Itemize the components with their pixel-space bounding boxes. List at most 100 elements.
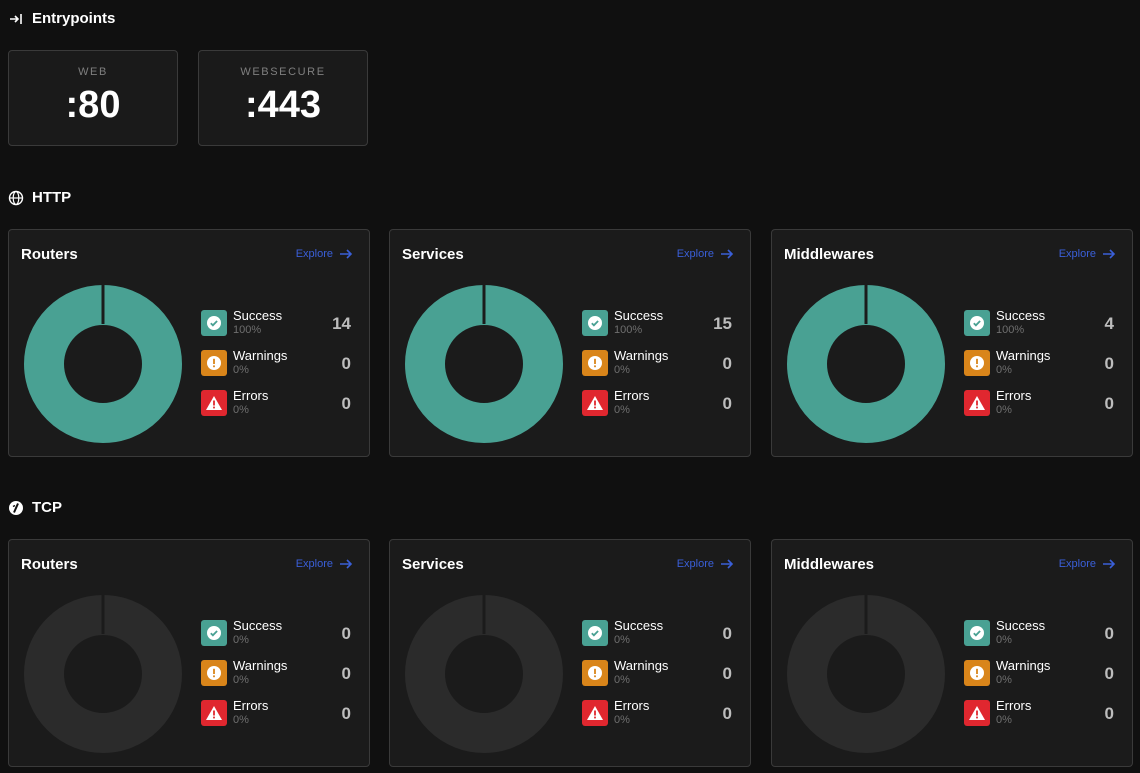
explore-link[interactable]: Explore — [1059, 558, 1116, 570]
explore-label: Explore — [1058, 248, 1096, 260]
explore-link[interactable]: Explore — [677, 248, 734, 260]
legend-count: 0 — [1104, 704, 1114, 723]
legend-count: 0 — [722, 704, 732, 723]
arrow-right-icon — [721, 249, 734, 259]
tcp-icon — [8, 500, 24, 516]
legend-label: Warnings — [996, 658, 1051, 673]
legend-percent: 0% — [614, 404, 630, 416]
legend-success: Success 0% 0 — [201, 618, 351, 650]
entrypoint-card-web[interactable]: WEB :80 — [8, 50, 178, 146]
legend-label: Errors — [614, 388, 650, 403]
status-donut-chart — [24, 594, 182, 753]
entrypoints-title: Entrypoints — [32, 10, 116, 27]
legend-percent: 0% — [233, 674, 249, 686]
legend-label: Success — [614, 618, 664, 633]
status-donut-chart — [405, 284, 563, 443]
legend-success: Success 0% 0 — [964, 618, 1114, 650]
legend-percent: 100% — [996, 324, 1025, 336]
warning-icon — [201, 350, 227, 376]
legend-errors: Errors 0% 0 — [582, 388, 732, 420]
legend-percent: 0% — [996, 674, 1012, 686]
legend-count: 0 — [1104, 664, 1114, 683]
legend-warnings: Warnings 0% 0 — [201, 658, 351, 690]
legend-count: 15 — [713, 314, 732, 333]
legend-errors: Errors 0% 0 — [964, 388, 1114, 420]
legend-percent: 0% — [996, 364, 1012, 376]
check-icon — [964, 620, 990, 646]
legend-count: 0 — [341, 664, 351, 683]
legend-warnings: Warnings 0% 0 — [582, 658, 732, 690]
arrow-right-icon — [1103, 559, 1116, 569]
legend-percent: 100% — [614, 324, 643, 336]
check-icon — [201, 310, 227, 336]
explore-link[interactable]: Explore — [296, 558, 353, 570]
legend-count: 0 — [341, 354, 351, 373]
legend-label: Warnings — [233, 658, 288, 673]
http-middlewares-card: Middlewares Explore Success 100% 4 Warni… — [771, 229, 1133, 457]
entrypoint-port: :80 — [65, 84, 121, 126]
card-title: Middlewares — [784, 556, 875, 573]
tcp-title: TCP — [32, 499, 62, 516]
legend-percent: 0% — [996, 634, 1012, 646]
legend-count: 0 — [341, 394, 351, 413]
explore-link[interactable]: Explore — [296, 248, 353, 260]
error-icon — [201, 390, 227, 416]
legend-percent: 0% — [233, 364, 249, 376]
explore-label: Explore — [295, 558, 333, 570]
http-title: HTTP — [32, 189, 72, 206]
card-title: Services — [402, 556, 464, 573]
legend-label: Success — [996, 618, 1046, 633]
legend-label: Errors — [233, 698, 269, 713]
card-title: Middlewares — [784, 246, 875, 263]
legend-percent: 100% — [233, 324, 262, 336]
legend-count: 0 — [722, 354, 732, 373]
legend-warnings: Warnings 0% 0 — [201, 348, 351, 380]
legend-percent: 0% — [614, 634, 630, 646]
card-title: Services — [402, 246, 464, 263]
status-donut-chart — [787, 284, 945, 443]
legend-label: Success — [233, 618, 283, 633]
error-icon — [582, 700, 608, 726]
legend-warnings: Warnings 0% 0 — [964, 658, 1114, 690]
explore-label: Explore — [295, 248, 333, 260]
legend-count: 0 — [1104, 624, 1114, 643]
legend-label: Errors — [996, 388, 1032, 403]
warning-icon — [201, 660, 227, 686]
legend-label: Warnings — [233, 348, 288, 363]
tcp-heading: TCP — [8, 499, 62, 516]
legend-warnings: Warnings 0% 0 — [582, 348, 732, 380]
legend-count: 0 — [341, 624, 351, 643]
legend-count: 0 — [722, 394, 732, 413]
explore-label: Explore — [1058, 558, 1096, 570]
legend-count: 0 — [1104, 394, 1114, 413]
warning-icon — [582, 660, 608, 686]
tcp-services-card: Services Explore Success 0% 0 Warni — [389, 539, 751, 767]
legend-count: 0 — [1104, 354, 1114, 373]
legend-success: Success 0% 0 — [582, 618, 732, 650]
arrow-right-icon — [1103, 249, 1116, 259]
entrypoint-card-websecure[interactable]: WEBSECURE :443 — [198, 50, 368, 146]
legend-label: Errors — [614, 698, 650, 713]
tcp-routers-card: Routers Explore Success 0% 0 Warnin — [8, 539, 370, 767]
legend-label: Warnings — [996, 348, 1051, 363]
explore-label: Explore — [676, 248, 714, 260]
legend-percent: 0% — [233, 634, 249, 646]
legend-label: Warnings — [614, 658, 669, 673]
legend-label: Warnings — [614, 348, 669, 363]
legend-errors: Errors 0% 0 — [964, 698, 1114, 730]
legend-count: 14 — [332, 314, 351, 333]
legend-count: 0 — [722, 664, 732, 683]
legend-percent: 0% — [614, 714, 630, 726]
legend-label: Success — [996, 308, 1046, 323]
entrypoint-name: WEBSECURE — [240, 66, 326, 78]
globe-icon — [8, 190, 24, 206]
warning-icon — [964, 660, 990, 686]
legend-success: Success 100% 4 — [964, 308, 1114, 340]
explore-link[interactable]: Explore — [1059, 248, 1116, 260]
legend-count: 0 — [341, 704, 351, 723]
http-services-card: Services Explore Success 100% 15 Warning… — [389, 229, 751, 457]
status-donut-chart — [787, 594, 945, 753]
legend-label: Errors — [233, 388, 269, 403]
error-icon — [964, 390, 990, 416]
explore-link[interactable]: Explore — [677, 558, 734, 570]
